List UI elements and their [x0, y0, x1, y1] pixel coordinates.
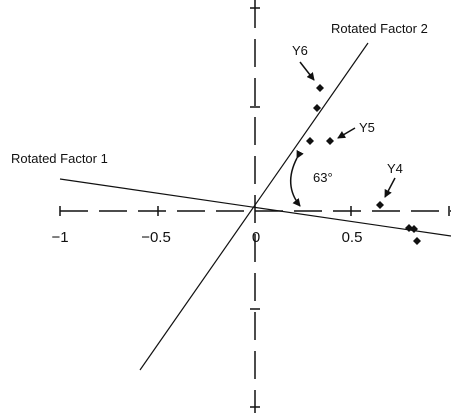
- rotated-factor-2-line: [139, 42, 369, 371]
- data-point: [306, 137, 314, 145]
- data-point: [410, 225, 418, 233]
- x-tick-label: −0.5: [141, 229, 171, 246]
- x-tick-label: 0: [252, 229, 260, 246]
- variable-label-y4: Y4: [387, 161, 403, 176]
- y-axis-ticks: [250, 7, 260, 408]
- x-tick-label: −1: [51, 229, 68, 246]
- y5-pointer-arrow: [337, 127, 356, 139]
- data-points: [306, 84, 421, 245]
- y6-pointer-arrow: [299, 61, 315, 81]
- x-tick-label: 0.5: [342, 229, 363, 246]
- data-point: [326, 137, 334, 145]
- rotated-factor-1-label: Rotated Factor 1: [11, 151, 108, 166]
- x-axis-ticks: [59, 206, 450, 216]
- data-point: [313, 104, 321, 112]
- data-point: [413, 237, 421, 245]
- data-point: [376, 201, 384, 209]
- y4-pointer-arrow: [384, 177, 396, 198]
- variable-label-y5: Y5: [359, 120, 375, 135]
- variable-label-y6: Y6: [292, 43, 308, 58]
- rotated-factor-2-label: Rotated Factor 2: [331, 21, 428, 36]
- data-point: [316, 84, 324, 92]
- angle-arc: [290, 149, 304, 207]
- angle-label: 63°: [313, 170, 333, 185]
- rotated-factor-1-line: [59, 178, 451, 237]
